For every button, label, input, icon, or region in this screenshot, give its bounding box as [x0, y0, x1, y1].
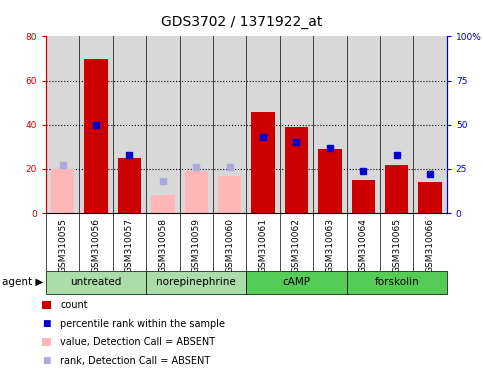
Bar	[118, 158, 141, 213]
Text: agent ▶: agent ▶	[2, 277, 44, 287]
Bar	[285, 127, 308, 213]
Text: cAMP: cAMP	[283, 277, 311, 287]
Text: forskolin: forskolin	[374, 277, 419, 287]
Bar	[218, 175, 242, 213]
Bar	[46, 271, 146, 294]
Text: value, Detection Call = ABSENT: value, Detection Call = ABSENT	[60, 337, 215, 347]
Text: rank, Detection Call = ABSENT: rank, Detection Call = ABSENT	[60, 356, 211, 366]
Bar	[352, 180, 375, 213]
Bar	[151, 195, 174, 213]
Bar	[347, 271, 447, 294]
Text: GSM310057: GSM310057	[125, 218, 134, 273]
Text: GDS3702 / 1371922_at: GDS3702 / 1371922_at	[161, 15, 322, 29]
Text: GSM310060: GSM310060	[225, 218, 234, 273]
Text: GSM310066: GSM310066	[426, 218, 435, 273]
Text: GSM310065: GSM310065	[392, 218, 401, 273]
Bar	[246, 271, 347, 294]
Text: GSM310064: GSM310064	[359, 218, 368, 273]
Text: percentile rank within the sample: percentile rank within the sample	[60, 319, 226, 329]
Text: GSM310063: GSM310063	[326, 218, 334, 273]
Bar	[185, 171, 208, 213]
Text: untreated: untreated	[71, 277, 122, 287]
Text: GSM310058: GSM310058	[158, 218, 167, 273]
Bar	[146, 271, 246, 294]
Bar	[85, 59, 108, 213]
Bar	[318, 149, 341, 213]
Text: ■: ■	[42, 356, 51, 365]
Text: GSM310056: GSM310056	[91, 218, 100, 273]
Bar	[418, 182, 442, 213]
Bar	[251, 112, 275, 213]
Text: GSM310055: GSM310055	[58, 218, 67, 273]
Text: GSM310059: GSM310059	[192, 218, 201, 273]
Text: count: count	[60, 300, 88, 310]
Text: norepinephrine: norepinephrine	[156, 277, 236, 287]
Bar	[385, 165, 408, 213]
Text: GSM310062: GSM310062	[292, 218, 301, 273]
Text: ■: ■	[42, 319, 51, 328]
Bar	[51, 169, 74, 213]
Text: GSM310061: GSM310061	[258, 218, 268, 273]
